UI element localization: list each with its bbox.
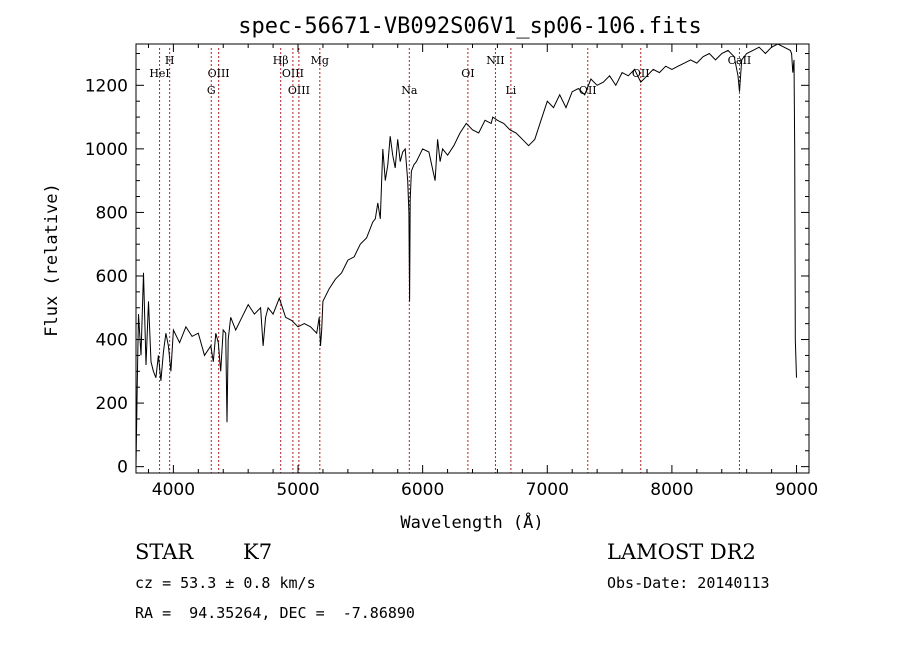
x-tick-label: 8000 (650, 480, 693, 500)
y-tick-label: 600 (96, 267, 128, 287)
line-marker-label: H (165, 54, 175, 67)
obs-date: Obs-Date: 20140113 (607, 574, 770, 592)
x-axis-ticks: 4000 5000 6000 7000 8000 9000 (147, 44, 818, 500)
x-tick-label: 5000 (276, 480, 319, 500)
chart-title: spec-56671-VB092S06V1_sp06-106.fits (238, 14, 702, 39)
line-marker-label: CaII (728, 54, 752, 67)
y-axis-label: Flux (relative) (42, 183, 62, 337)
line-marker-label: NII (486, 54, 504, 67)
x-tick-label: 9000 (775, 480, 818, 500)
line-marker-label: OI (461, 67, 474, 80)
plot-frame (135, 43, 810, 474)
y-tick-label: 400 (96, 331, 128, 351)
y-tick-label: 1000 (85, 140, 128, 160)
line-marker-label: OII (632, 67, 650, 80)
line-marker-label: G (207, 84, 216, 97)
object-class: STAR (135, 540, 194, 564)
x-tick-label: 6000 (401, 480, 444, 500)
y-tick-label: 1200 (85, 76, 128, 96)
spectrum-line (135, 43, 797, 467)
subclass: K7 (243, 540, 273, 564)
y-tick-label: 200 (96, 394, 128, 414)
line-marker-label: HeI (149, 67, 169, 80)
line-marker-label: Li (505, 84, 516, 97)
line-marker-label: OIII (282, 67, 304, 80)
x-axis-label: Wavelength (Å) (400, 511, 543, 533)
line-marker-label: Hβ (273, 54, 289, 67)
line-marker-label: Na (401, 84, 418, 97)
spectrum-series (135, 43, 797, 467)
y-tick-label: 0 (117, 458, 128, 478)
coordinates: RA = 94.35264, DEC = -7.86890 (135, 604, 415, 622)
redshift-line: cz = 53.3 ± 0.8 km/s (135, 574, 316, 592)
line-marker-label: OIII (288, 84, 310, 97)
x-tick-label: 7000 (526, 480, 569, 500)
y-axis-ticks: 0 200 400 600 800 1000 1200 (85, 53, 809, 478)
survey-name: LAMOST DR2 (607, 540, 756, 564)
line-marker-label: Mg (311, 54, 329, 67)
y-tick-label: 800 (96, 203, 128, 223)
line-marker-label: OIII (208, 67, 230, 80)
x-tick-label: 4000 (152, 480, 195, 500)
